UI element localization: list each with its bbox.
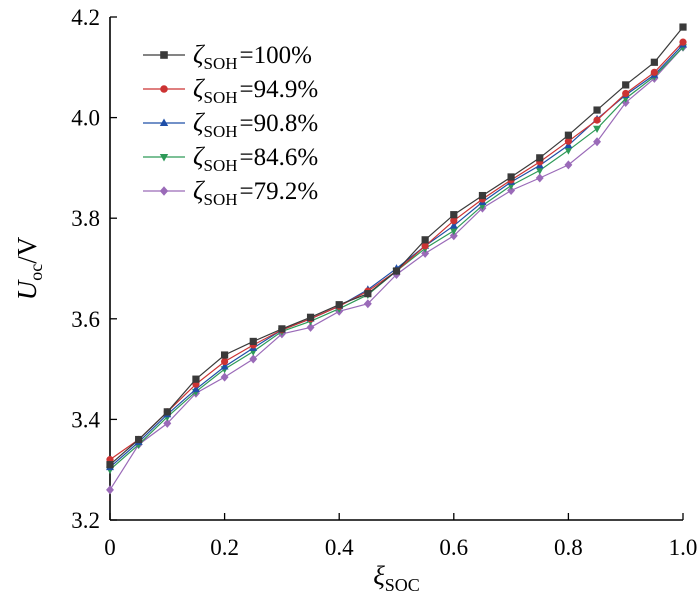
legend-item: ζSOH=100% <box>143 40 312 73</box>
data-point <box>106 485 114 495</box>
legend-item: ζSOH=90.8% <box>143 108 318 141</box>
data-point <box>421 248 430 258</box>
data-point <box>593 125 602 133</box>
data-point <box>191 384 200 393</box>
data-point <box>593 116 601 124</box>
data-point <box>450 217 458 225</box>
y-tick-label: 4.0 <box>71 106 100 131</box>
data-point <box>449 221 458 229</box>
y-tick-label: 3.8 <box>71 206 100 231</box>
data-point <box>679 38 687 46</box>
data-point <box>449 227 458 236</box>
legend-marker <box>160 85 168 93</box>
y-tick-label: 3.2 <box>71 508 100 533</box>
data-point <box>306 322 315 332</box>
y-tick-label: 4.2 <box>71 5 100 30</box>
legend-label: ζSOH=94.9% <box>193 74 318 107</box>
legend-marker <box>160 51 168 59</box>
data-point <box>249 337 257 346</box>
x-tick-label: 0.2 <box>210 535 239 560</box>
data-point <box>220 362 229 370</box>
data-point <box>220 372 229 382</box>
data-point <box>507 186 516 196</box>
data-point <box>622 89 630 98</box>
data-point <box>478 191 487 200</box>
legend: ζSOH=100%ζSOH=94.9%ζSOH=90.8%ζSOH=84.6%ζ… <box>143 40 318 209</box>
legend-label: ζSOH=79.2% <box>193 176 318 209</box>
data-point <box>306 313 315 321</box>
legend-item: ζSOH=94.9% <box>143 74 318 107</box>
data-point <box>535 167 544 175</box>
axis-labels: ξSOC Uoc/V <box>12 236 420 595</box>
data-point <box>564 137 573 145</box>
data-point <box>421 236 429 244</box>
data-point <box>535 173 544 183</box>
data-point <box>364 290 372 298</box>
legend-marker <box>159 153 169 162</box>
data-point <box>536 154 544 162</box>
data-point <box>450 211 458 219</box>
data-point <box>392 267 401 275</box>
x-tick-label: 0 <box>104 535 116 560</box>
legend-label: ζSOH=84.6% <box>193 142 318 175</box>
y-tick-label: 3.6 <box>71 307 100 332</box>
y-axis-label: Uoc/V <box>12 236 46 300</box>
data-point <box>564 147 573 155</box>
data-point <box>593 106 601 114</box>
data-point <box>135 435 143 444</box>
plot-axes: 0 0.2 0.4 0.6 0.8 1.0 3.2 3.4 3.6 3.8 4.0 4.2 <box>71 5 697 560</box>
x-tick-label: 0.8 <box>554 535 583 560</box>
series-layer <box>106 23 687 495</box>
data-point <box>221 357 229 366</box>
data-point <box>335 301 343 309</box>
data-point <box>650 58 658 66</box>
data-point <box>278 325 286 333</box>
data-point <box>106 461 114 469</box>
y-tick-label: 3.4 <box>71 407 100 432</box>
data-point <box>593 137 602 147</box>
legend-marker <box>159 186 169 196</box>
legend-item: ζSOH=84.6% <box>143 142 318 175</box>
data-point <box>650 68 658 76</box>
data-point <box>192 375 200 383</box>
data-point <box>249 354 258 364</box>
data-point <box>679 23 687 31</box>
data-point <box>564 131 572 139</box>
x-tick-label: 0.4 <box>325 535 354 560</box>
legend-label: ζSOH=100% <box>193 40 312 73</box>
legend-label: ζSOH=90.8% <box>193 108 318 141</box>
series-1 <box>106 23 687 469</box>
data-point <box>507 173 515 181</box>
data-point <box>163 408 171 416</box>
legend-marker <box>159 118 169 127</box>
x-tick-label: 0.6 <box>439 535 468 560</box>
data-point <box>163 418 172 428</box>
series-3 <box>106 40 687 471</box>
data-point <box>564 160 573 170</box>
data-point <box>421 242 429 250</box>
legend-item: ζSOH=79.2% <box>143 176 318 209</box>
data-point <box>449 231 458 241</box>
x-tick-label: 1.0 <box>669 535 698 560</box>
data-point <box>221 351 229 359</box>
data-point <box>622 81 630 89</box>
data-point <box>363 299 372 309</box>
x-axis-label: ξSOC <box>373 561 420 595</box>
